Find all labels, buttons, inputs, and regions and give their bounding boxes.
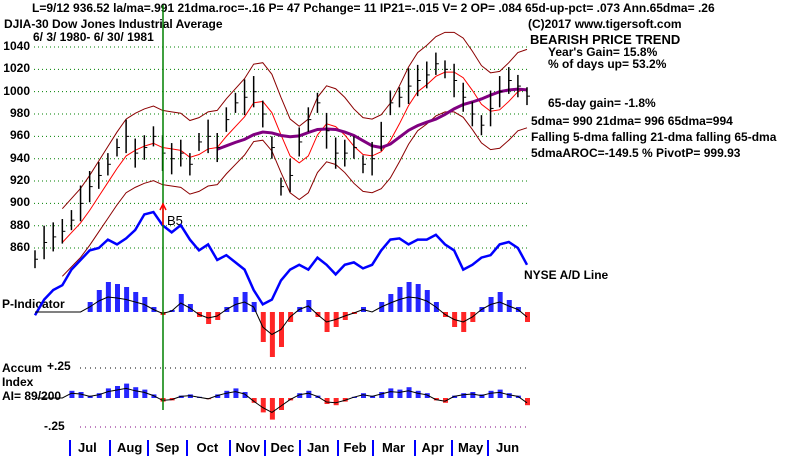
- ad-line: [33, 210, 529, 316]
- accum-index-bar: [78, 392, 84, 398]
- y-tick-label: 1000: [3, 83, 30, 98]
- y-tick-label: 860: [9, 240, 30, 255]
- x-tick-label: Mar: [382, 440, 406, 455]
- accum-index-bar: [124, 383, 130, 398]
- x-tick-label: Sep: [155, 440, 180, 455]
- accum-index-bar: [470, 392, 476, 398]
- y-tick-label: 1020: [3, 61, 30, 76]
- y-tick-label: 980: [9, 106, 30, 121]
- accum-index-bar: [279, 398, 284, 410]
- days-up: % of days up= 53.2%: [548, 57, 667, 71]
- upper-band: [61, 31, 528, 209]
- x-tick-label: Nov: [235, 440, 261, 455]
- accum-index-bar: [370, 395, 376, 398]
- ma21-line: [61, 71, 528, 243]
- accum-index-bar: [115, 386, 120, 398]
- y-tick-label: 880: [9, 217, 30, 232]
- accum-index-bar: [251, 398, 257, 403]
- y-tick-label: 1040: [3, 39, 30, 53]
- date-range: 6/ 3/ 1980- 6/ 30/ 1981: [33, 30, 154, 44]
- year-gain: Year's Gain= 15.8%: [548, 45, 658, 59]
- accum-index-bar: [187, 394, 193, 398]
- x-tick-label: Apr: [421, 440, 444, 455]
- buy-arrow: [159, 202, 167, 225]
- y-tick-label: 920: [9, 173, 30, 188]
- p-indicator-bar: [525, 312, 530, 322]
- x-tick-label: Jun: [496, 440, 520, 455]
- x-tick-label: Feb: [343, 440, 367, 455]
- accum-index-bar: [324, 398, 330, 404]
- accum-index-bar: [105, 388, 111, 398]
- accum-label: Accum: [2, 361, 43, 375]
- accum-index-bar: [224, 390, 230, 398]
- accum-index-bar: [397, 389, 403, 398]
- accum-index-bar: [269, 398, 275, 420]
- accum-index-bar: [233, 388, 239, 398]
- copyright: (C)2017 www.tigersoft.com: [528, 17, 682, 31]
- p-indicator-label: P-Indicator: [2, 297, 65, 311]
- aroc-pivot: 5dmaAROC=-149.5 % PivotP= 999.93: [531, 146, 741, 160]
- accum-index-bar: [461, 393, 467, 398]
- ma-values: 5dma= 990 21dma= 996 65dma=994: [531, 114, 733, 128]
- accum-index-bar: [525, 398, 530, 406]
- accum-index-bar: [488, 390, 494, 398]
- x-tick-label: Jan: [307, 440, 330, 455]
- ad-line-label: NYSE A/D Line: [524, 268, 609, 282]
- ticker-title: DJIA-30 Dow Jones Industrial Average: [4, 17, 223, 31]
- plus25-label: +.25: [47, 359, 71, 373]
- accum-index-line: [35, 387, 528, 413]
- accum-index-bar: [479, 394, 485, 398]
- accum-index-bar: [69, 390, 75, 398]
- stats-line: L=9/12 936.52 la/ma=.991 21dma.roc=-.16 …: [32, 1, 715, 15]
- accum-index-bar: [260, 398, 266, 413]
- index-label: Index: [2, 375, 34, 389]
- accum-index-bar: [361, 393, 366, 398]
- x-tick-label: Dec: [270, 440, 295, 455]
- y-tick-label: 940: [9, 150, 30, 165]
- accum-index-bar: [388, 388, 394, 398]
- signal-label: B5: [167, 213, 183, 228]
- ai-label: AI= 89/200: [2, 389, 62, 403]
- accum-index-bar: [506, 393, 512, 398]
- trend-label: BEARISH PRICE TREND: [530, 32, 681, 47]
- accum-index-bar: [415, 390, 421, 398]
- x-tick-label: May: [458, 440, 484, 455]
- ma-direction: Falling 5-dma falling 21-dma falling 65-…: [531, 130, 777, 144]
- x-tick-label: Aug: [117, 440, 143, 455]
- accum-index-bar: [142, 389, 148, 398]
- accum-index-bar: [497, 389, 503, 398]
- accum-index-bar: [133, 387, 139, 398]
- y-tick-label: 960: [9, 128, 30, 143]
- p-indicator-line: [35, 296, 528, 336]
- accum-index-bar: [406, 387, 412, 398]
- accum-index-bar: [379, 392, 385, 398]
- x-tick-label: Jul: [78, 440, 97, 455]
- gain-65day: 65-day gain= -1.8%: [548, 96, 656, 110]
- accum-index-bar: [297, 393, 303, 398]
- x-tick-label: Oct: [196, 440, 219, 455]
- accum-index-bar: [96, 393, 102, 398]
- minus25-label: -.25: [44, 419, 65, 433]
- y-tick-label: 900: [9, 195, 30, 210]
- accum-index-bar: [306, 390, 312, 398]
- accum-index-bar: [215, 394, 221, 398]
- accum-index-bar: [333, 398, 339, 406]
